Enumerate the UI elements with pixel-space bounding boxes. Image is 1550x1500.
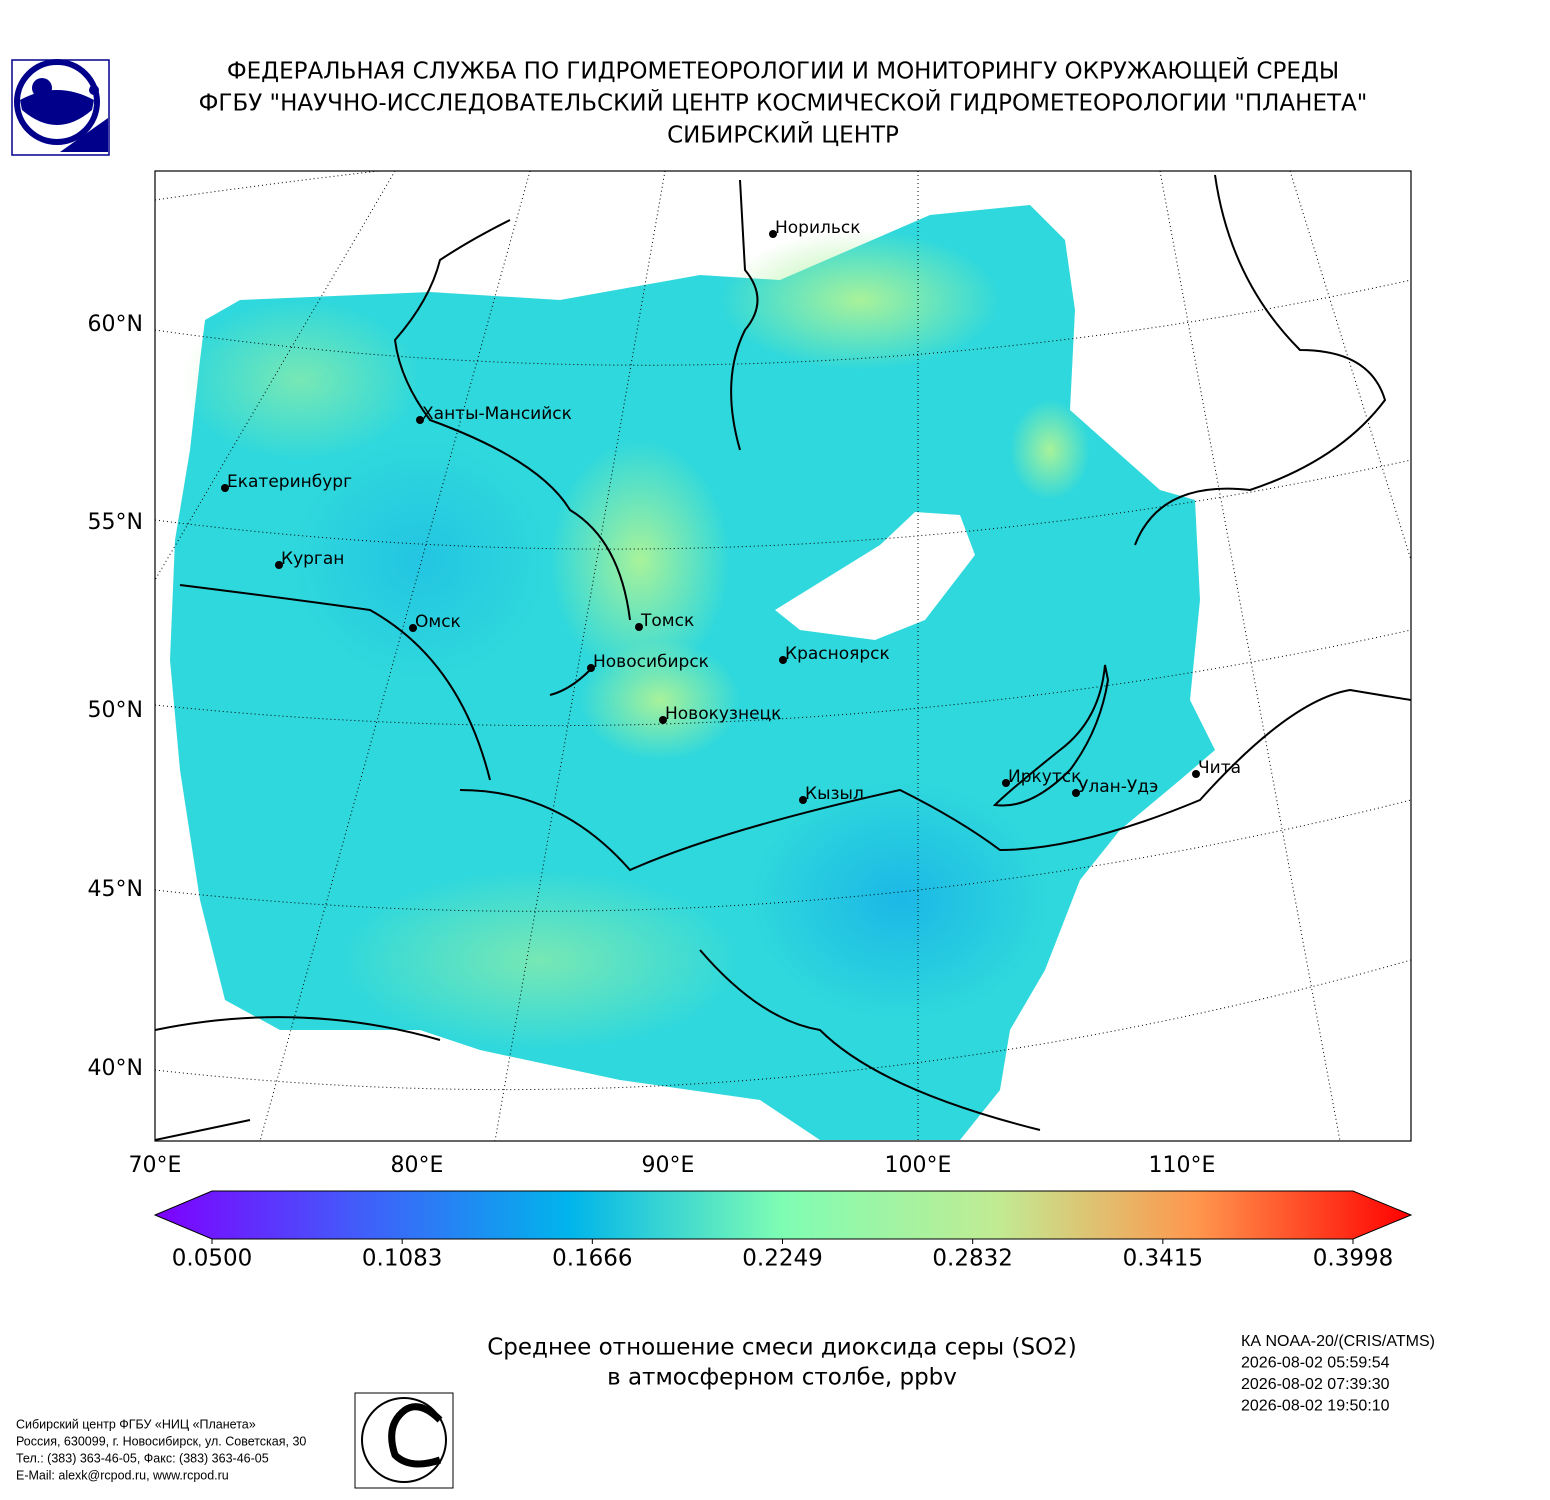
text-blocks: Среднее отношение смеси диоксида серы (S… [16, 1333, 1435, 1483]
colorbar-tick-label: 0.1083 [362, 1246, 442, 1272]
product-title: в атмосферном столбе, ppbv [607, 1365, 957, 1391]
city-marker [1192, 770, 1200, 778]
header-line: СИБИРСКИЙ ЦЕНТР [667, 121, 899, 149]
satellite-info: 2026-08-02 07:39:30 [1241, 1376, 1390, 1393]
colorbar-tick-label: 0.1666 [552, 1246, 632, 1272]
lat-label: 40°N [88, 1056, 143, 1081]
header-line: ФГБУ "НАУЧНО-ИССЛЕДОВАТЕЛЬСКИЙ ЦЕНТР КОС… [199, 89, 1368, 117]
lon-label: 110°E [1149, 1153, 1216, 1178]
colorbar-scale [153, 1190, 1413, 1240]
header-line: ФЕДЕРАЛЬНАЯ СЛУЖБА ПО ГИДРОМЕТЕОРОЛОГИИ … [227, 57, 1339, 85]
colorbar-tick-label: 0.2249 [742, 1246, 822, 1272]
city-marker [409, 624, 417, 632]
header: ФЕДЕРАЛЬНАЯ СЛУЖБА ПО ГИДРОМЕТЕОРОЛОГИИ … [199, 57, 1368, 149]
satellite-info: 2026-08-02 05:59:54 [1241, 1355, 1390, 1372]
city-label: Курган [281, 549, 344, 569]
lat-label: 45°N [88, 877, 143, 902]
city-label: Ханты-Мансийск [422, 404, 572, 424]
colorbar-tick-label: 0.2832 [932, 1246, 1012, 1272]
footer-line: Сибирский центр ФГБУ «НИЦ «Планета» [16, 1417, 256, 1431]
colorbar-tick-label: 0.0500 [172, 1246, 252, 1272]
satellite-info: КА NOAA-20/(CRIS/ATMS) [1241, 1333, 1435, 1350]
iso-logo [354, 1392, 454, 1489]
city-label: Томск [640, 611, 694, 631]
city-marker [799, 796, 807, 804]
map-area: Норильск Ханты-Мансийск Екатеринбург Курган… [155, 171, 1411, 1141]
lat-label: 55°N [88, 510, 143, 535]
city-marker [769, 230, 777, 238]
footer-line: Тел.: (383) 363-46-05, Факс: (383) 363-4… [16, 1451, 269, 1465]
city-label: Улан-Удэ [1078, 777, 1158, 797]
field-shading [180, 230, 1090, 1050]
city-marker [221, 484, 229, 492]
city-label: Омск [415, 612, 461, 632]
colorbar-tick-label: 0.3415 [1123, 1246, 1203, 1272]
lon-label: 90°E [642, 1153, 695, 1178]
city-marker [659, 716, 667, 724]
city-marker [635, 623, 643, 631]
lat-label: 50°N [88, 698, 143, 723]
no-data-hole [775, 512, 975, 640]
satellite-info: 2026-08-02 19:50:10 [1241, 1398, 1390, 1415]
lon-label: 70°E [129, 1153, 182, 1178]
city-marker [416, 416, 424, 424]
map-frame [154, 170, 1412, 1142]
footer-line: E-Mail: alexk@rcpod.ru, www.rcpod.ru [16, 1468, 229, 1482]
city-label: Кызыл [805, 784, 864, 804]
city-marker [779, 656, 787, 664]
lon-label: 80°E [391, 1153, 444, 1178]
city-label: Иркутск [1008, 767, 1081, 787]
cities: Норильск Ханты-Мансийск Екатеринбург Курган… [221, 218, 1241, 804]
graticule [155, 171, 1411, 1141]
lon-label: 100°E [885, 1153, 952, 1178]
product-title: Среднее отношение смеси диоксида серы (S… [487, 1335, 1077, 1361]
city-marker [275, 561, 283, 569]
city-label: Норильск [775, 218, 861, 238]
colorbar-tick-label: 0.3998 [1313, 1246, 1393, 1272]
footer-line: Россия, 630099, г. Новосибирск, ул. Сове… [16, 1434, 306, 1448]
city-label: Новокузнецк [665, 704, 781, 724]
city-label: Екатеринбург [227, 472, 352, 492]
colorbar: 0.0500 0.1083 0.1666 0.2249 0.2832 0.3415 0.39… [153, 1190, 1413, 1272]
city-label: Новосибирск [593, 652, 709, 672]
city-marker [587, 664, 595, 672]
coastlines [155, 174, 1411, 1141]
city-label: Чита [1198, 758, 1241, 778]
map-axes: 60°N 55°N 50°N 45°N 40°N 70°E 80°E 90°E 100°E 110… [88, 312, 1216, 1178]
logo [11, 59, 110, 156]
lat-label: 60°N [88, 312, 143, 337]
city-marker [1072, 789, 1080, 797]
city-marker [1002, 779, 1010, 787]
city-label: Красноярск [785, 644, 890, 664]
